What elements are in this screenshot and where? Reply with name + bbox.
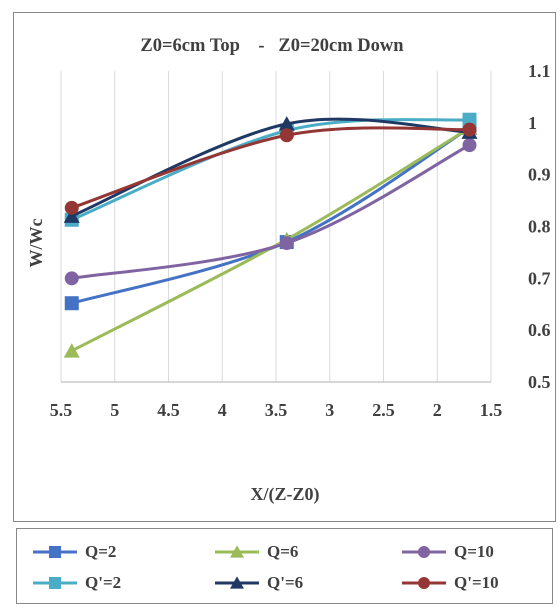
legend-swatch-marker: [49, 546, 61, 558]
legend-item-q-10: Q=10: [400, 537, 494, 567]
y-tick-label-2: 0.7: [528, 268, 551, 288]
data-point-qp-6-1: [278, 116, 295, 131]
series-q-6: [63, 120, 478, 358]
series-qp-6: [63, 116, 478, 223]
x-tick-label-1: 5: [110, 400, 119, 420]
legend-swatch-qp-2: [33, 577, 77, 589]
legend-swatch-q-10: [402, 546, 446, 558]
y-tick-label-1: 0.6: [528, 320, 551, 340]
x-axis-title: X/(Z-Z0): [251, 484, 320, 505]
x-tick-label-6: 2.5: [372, 400, 395, 420]
chart-title: Z0=6cm Top - Z0=20cm Down: [140, 36, 404, 56]
legend: Q=2 Q=6 Q=10 Q'=2 Q'=6 Q'=10: [16, 528, 553, 604]
legend-swatch-marker: [230, 545, 244, 558]
legend-swatch-qp-10: [402, 577, 446, 589]
data-point-q-10-2: [462, 138, 477, 153]
legend-swatch-marker: [49, 577, 61, 589]
legend-label-qp-2: Q'=2: [85, 573, 122, 592]
series-line-q-2: [70, 126, 471, 305]
series-q-10: [64, 138, 477, 286]
legend-label-qp-6: Q'=6: [267, 573, 304, 592]
legend-swatch-q-6: [215, 545, 259, 558]
y-tick-label-5: 1: [528, 113, 537, 133]
legend-swatch-qp-6: [215, 576, 259, 589]
legend-swatch-marker: [230, 576, 244, 589]
legend-item-qp-10: Q'=10: [400, 568, 499, 598]
x-tick-label-7: 2: [433, 400, 442, 420]
data-point-qp-2-2: [462, 112, 477, 127]
data-point-q-10-0: [64, 271, 79, 286]
legend-label-q-2: Q=2: [85, 542, 117, 561]
data-point-q-2-0: [64, 296, 79, 311]
legend-label-q-6: Q=6: [267, 542, 299, 561]
y-axis-title: W/Wc: [26, 218, 46, 267]
chart-plot: 5.5 5 4.5 4 3.5 3 2.5 2 1.5 0.5 0.6 0.7 0.8 0.9 1 1.1 Z…: [26, 36, 551, 505]
y-tick-label-6: 1.1: [528, 61, 551, 81]
x-tick-label-0: 5.5: [50, 400, 73, 420]
x-tick-label-4: 3.5: [265, 400, 288, 420]
series-q-2: [64, 121, 477, 311]
legend-item-q-2: Q=2: [31, 537, 116, 567]
legend-label-q-10: Q=10: [454, 542, 494, 561]
legend-item-qp-6: Q'=6: [213, 568, 303, 598]
data-point-q-10-1: [279, 236, 294, 251]
data-point-qp-10-2: [462, 122, 477, 137]
y-tick-label-4: 0.9: [528, 165, 551, 185]
x-tick-label-8: 1.5: [480, 400, 503, 420]
y-tick-label-3: 0.8: [528, 217, 551, 237]
legend-swatch-marker: [418, 546, 430, 558]
series-line-q-6: [70, 126, 471, 353]
legend-label-qp-10: Q'=10: [454, 573, 499, 592]
x-tick-label-2: 4.5: [157, 400, 180, 420]
series-qp-10: [64, 122, 477, 215]
data-point-q-6-0: [63, 343, 80, 358]
legend-swatch-q-2: [33, 546, 77, 558]
legend-swatch-marker: [418, 577, 430, 589]
x-tick-label-5: 3: [325, 400, 334, 420]
y-tick-label-0: 0.5: [528, 372, 551, 392]
data-point-qp-10-0: [64, 200, 79, 215]
legend-item-q-6: Q=6: [213, 537, 298, 567]
x-tick-label-3: 4: [218, 400, 227, 420]
legend-item-qp-2: Q'=2: [31, 568, 121, 598]
data-point-qp-6-0: [63, 208, 80, 223]
chart-frame: 5.5 5 4.5 4 3.5 3 2.5 2 1.5 0.5 0.6 0.7 0.8 0.9 1 1.1 Z…: [13, 12, 556, 522]
data-point-qp-10-1: [279, 128, 294, 143]
